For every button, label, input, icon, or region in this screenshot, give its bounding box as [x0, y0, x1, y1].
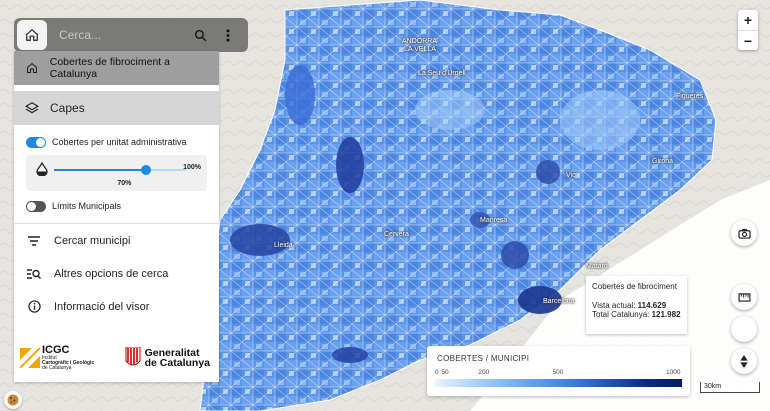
more-options-button[interactable] [217, 24, 239, 46]
cookie-settings-button[interactable] [4, 391, 22, 409]
layer-label-cobertes: Cobertes per unitat administrativa [52, 137, 187, 147]
map-label-girona: Girona [652, 158, 674, 165]
icgc-name: ICGC [42, 344, 70, 356]
menu-informacio[interactable]: Informació del visor [14, 290, 219, 323]
map-label-seu-urgell: La Seu d'Urgell [418, 70, 466, 77]
info-total: Total Catalunya: 121.982 [592, 310, 681, 319]
icgc-sub-2: Cartogràfic i Geològic [42, 360, 95, 366]
search-input[interactable] [59, 28, 179, 42]
generalitat-flag-icon [125, 347, 141, 366]
icgc-sub-1: Institut [42, 355, 57, 361]
info-title: Cobertes de fibrociment [592, 282, 677, 291]
empty-round-button[interactable] [731, 316, 757, 342]
map-label-lleida: Lleida [274, 242, 293, 249]
opacity-max-label: 100% [183, 164, 201, 171]
menu-label: Cercar municipi [54, 234, 131, 247]
legend-tick: 0 [435, 369, 439, 376]
zoom-control: + − [738, 10, 758, 50]
map-label-figueres: Figueres [676, 93, 704, 100]
info-current: Vista actual: 114.629 [592, 301, 681, 310]
legend-tick: 50 [441, 369, 449, 376]
panel-title-bar[interactable]: Cobertes de fibrociment a Catalunya [14, 51, 219, 85]
menu-label: Altres opcions de cerca [54, 267, 169, 280]
cookie-icon [7, 394, 19, 406]
layers-icon [14, 101, 50, 115]
generalitat-line-2: de Catalunya [144, 357, 210, 369]
filter-lines-icon [14, 235, 54, 246]
layer-label-limits: Límits Municipals [52, 201, 122, 211]
map-label-barcelona: Barcelona [543, 298, 575, 305]
opacity-slider[interactable] [54, 165, 186, 175]
layers-header[interactable]: Capes [14, 91, 219, 125]
legend-title: COBERTES / MUNICIPI [437, 354, 530, 363]
more-vertical-icon [226, 28, 230, 42]
icgc-mark-icon [20, 348, 40, 368]
legend-tick: 1000 [666, 369, 681, 376]
opacity-value-label: 70% [117, 180, 132, 187]
map-label-andorra: ANDORRA [402, 38, 438, 45]
info-total-value: 121.982 [651, 310, 681, 319]
generalitat-line-1: Generalitat [144, 346, 200, 359]
measure-button[interactable] [731, 284, 757, 310]
opacity-control: 100% 70% [26, 155, 207, 191]
compass-icon [740, 354, 748, 368]
panel-title: Cobertes de fibrociment a Catalunya [49, 56, 170, 80]
legend: COBERTES / MUNICIPI 0 50 200 500 1000 [427, 346, 690, 396]
map-label-andorra-2: LA VELLA [404, 46, 436, 53]
map-label-mataro: Mataró [586, 263, 608, 270]
home-icon [14, 62, 50, 74]
menu-label: Informació del visor [54, 300, 150, 313]
info-current-label: Vista actual: [592, 301, 636, 310]
icgc-sub-3: de Catalunya [42, 365, 72, 371]
info-icon [14, 300, 54, 313]
map-label-vic: Vic [566, 172, 576, 179]
menu-cercar-municipi[interactable]: Cercar municipi [14, 224, 219, 257]
legend-tick: 200 [478, 369, 490, 376]
layer-toggle-cobertes[interactable] [26, 136, 46, 148]
layers-label: Capes [50, 101, 85, 115]
generalitat-logo[interactable]: Generalitat de Catalunya [125, 347, 210, 369]
search-icon [194, 29, 206, 41]
menu-altres-opcions[interactable]: Altres opcions de cerca [14, 257, 219, 290]
legend-color-ramp [435, 379, 682, 387]
opacity-drop-icon [36, 162, 48, 176]
advanced-search-icon [14, 268, 54, 279]
home-icon [26, 28, 38, 41]
map-label-cervera: Cervera [384, 231, 409, 238]
info-current-value: 114.629 [637, 301, 667, 310]
camera-icon [737, 228, 751, 239]
legend-tick: 500 [552, 369, 564, 376]
info-total-label: Total Catalunya: [592, 310, 650, 319]
map-label-manresa: Manresa [480, 217, 508, 224]
ruler-icon [738, 292, 750, 302]
home-button[interactable] [17, 20, 47, 50]
screenshot-button[interactable] [731, 220, 757, 246]
layer-toggle-limits[interactable] [26, 200, 46, 212]
scale-bar: 30km [700, 382, 760, 393]
search-bar [14, 18, 248, 52]
icgc-logo[interactable]: ICGC Institut Cartogràfic i Geològic de … [20, 345, 94, 371]
zoom-out-button[interactable]: − [738, 30, 758, 50]
info-box: Cobertes de fibrociment Vista actual: 11… [586, 276, 687, 334]
opacity-slider-handle[interactable] [141, 165, 152, 175]
logos: ICGC Institut Cartogràfic i Geològic de … [20, 344, 210, 372]
side-panel: Cobertes de fibrociment a Catalunya Cape… [14, 51, 219, 382]
search-button[interactable] [189, 24, 211, 46]
zoom-in-button[interactable]: + [743, 12, 753, 28]
compass-button[interactable] [731, 348, 757, 374]
